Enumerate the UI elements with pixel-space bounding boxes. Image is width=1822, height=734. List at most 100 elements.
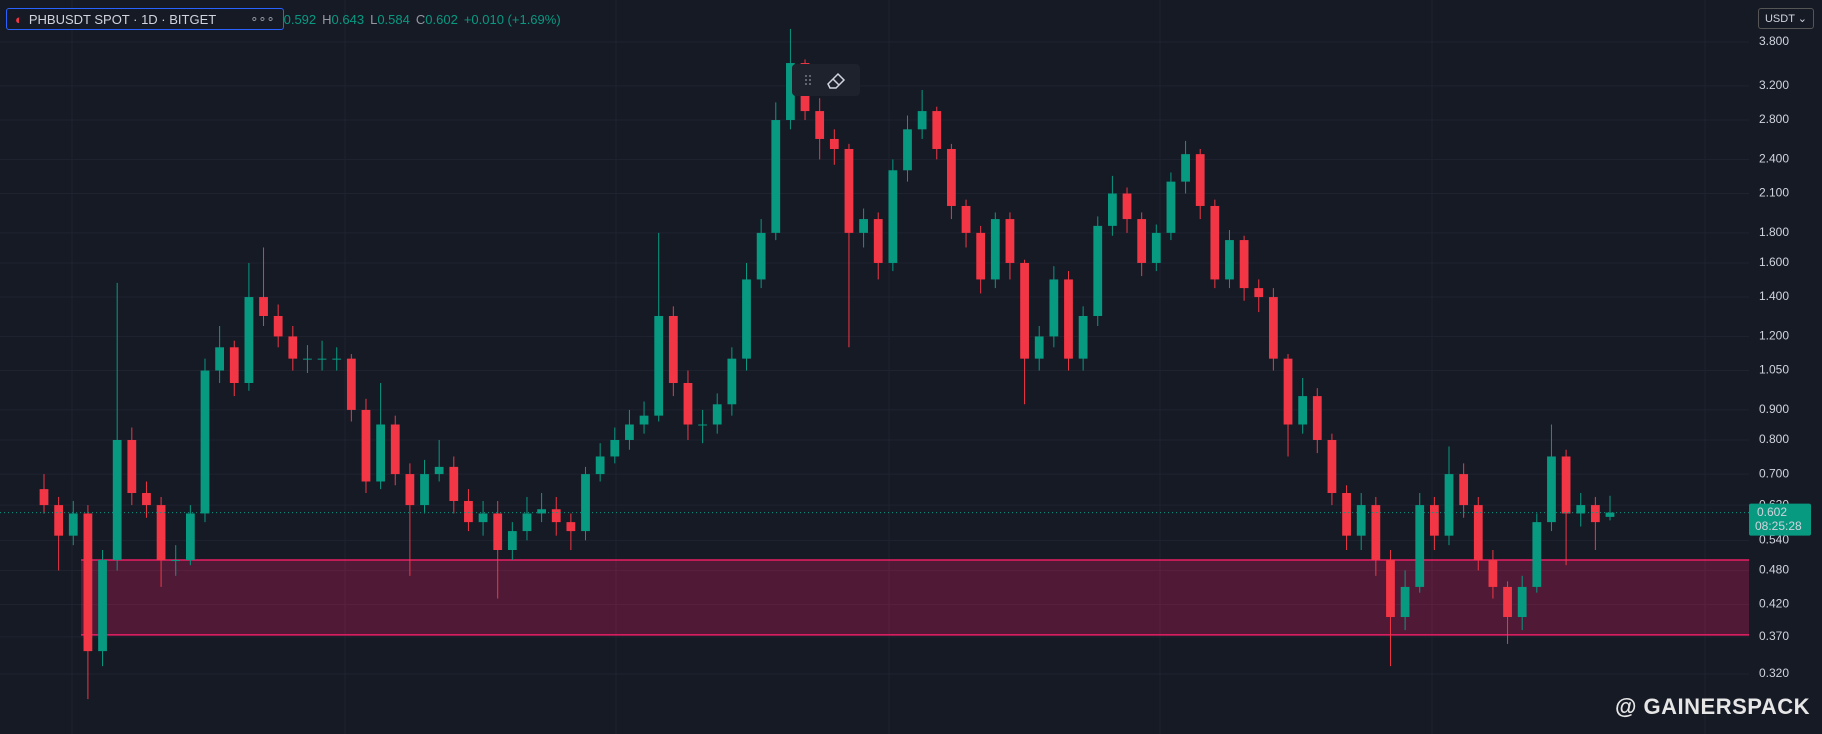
- y-tick-label: 1.400: [1759, 289, 1789, 303]
- y-tick-label: 2.400: [1759, 152, 1789, 166]
- candle-body: [786, 63, 795, 121]
- logo: ◐: [15, 11, 23, 27]
- ohlc-value: 0.584: [377, 11, 410, 27]
- ohlc-value: 0.643: [331, 11, 365, 27]
- ohlc-label: L: [370, 11, 378, 27]
- candle-body: [1034, 336, 1044, 359]
- candle-body: [1122, 193, 1132, 220]
- candle-body: [98, 560, 107, 652]
- candle-body: [1108, 193, 1117, 226]
- ohlc-label: H: [322, 11, 332, 27]
- candle-body: [1371, 505, 1381, 561]
- candle-body: [595, 456, 605, 475]
- symbol-box[interactable]: ◐ PHBUSDT SPOT · 1D · BITGET ∘∘∘: [6, 8, 284, 30]
- candle-body: [1503, 586, 1512, 618]
- candle-body: [54, 505, 64, 536]
- candle-body: [1517, 586, 1527, 618]
- candle-body: [346, 358, 356, 410]
- candle-body: [449, 466, 459, 501]
- candle-body: [990, 219, 1000, 280]
- candle-body: [1459, 474, 1469, 506]
- candle-body: [1473, 505, 1483, 561]
- candle-body: [390, 424, 400, 475]
- menu[interactable]: ∘∘∘: [250, 11, 275, 26]
- ohlc-label: C: [415, 11, 426, 27]
- y-tick-label: 2.100: [1759, 186, 1789, 200]
- candle-body: [303, 358, 312, 360]
- candle-body: [156, 505, 166, 561]
- candle-body: [1386, 560, 1395, 618]
- candle-body: [1532, 522, 1542, 587]
- candle-body: [976, 232, 986, 280]
- y-tick-label: 1.050: [1759, 363, 1789, 377]
- candle-body: [68, 513, 78, 536]
- candle-body: [200, 370, 210, 514]
- candle-body: [142, 493, 151, 506]
- eraser-icon[interactable]: [827, 72, 846, 89]
- candle-body: [537, 509, 546, 514]
- candle-body: [668, 315, 678, 383]
- candle-body: [273, 315, 283, 337]
- change: +0.010 (+1.69%): [463, 11, 561, 27]
- candle-body: [1283, 358, 1293, 425]
- zone: [81, 560, 1749, 635]
- candle-body: [1064, 279, 1073, 359]
- candle-body: [625, 424, 634, 440]
- y-tick-label: 0.540: [1759, 533, 1789, 547]
- y-tick-label: 0.320: [1759, 666, 1789, 680]
- candle-body: [947, 148, 956, 206]
- candle-body: [551, 509, 561, 523]
- candle-body: [1166, 181, 1176, 233]
- candle-body: [1488, 560, 1498, 587]
- countdown: 08:25:28: [1755, 519, 1802, 533]
- candle-body: [376, 424, 386, 482]
- candle-body: [815, 111, 825, 139]
- currency-select[interactable]: USDT ⌄: [1757, 8, 1814, 29]
- candle-body: [771, 120, 781, 233]
- candle-body: [859, 219, 868, 233]
- symbol: PHBUSDT SPOT · 1D · BITGET: [28, 11, 217, 27]
- candle-body: [361, 409, 371, 482]
- candle-body: [434, 466, 444, 475]
- watermark-text: @ GAINERSPACK: [1614, 694, 1810, 719]
- ohlc-value: 0.602: [425, 11, 458, 27]
- y-tick-label: 3.200: [1759, 78, 1789, 92]
- candle-body: [610, 439, 620, 457]
- candle-body: [259, 297, 268, 316]
- candle-body: [1605, 512, 1615, 517]
- candle-body: [185, 513, 195, 561]
- open-value: 0.592: [283, 11, 317, 27]
- candle-body: [39, 489, 49, 506]
- candle-body: [742, 279, 751, 359]
- candle-body: [844, 148, 854, 233]
- candle-body: [215, 347, 225, 371]
- candle-body: [683, 382, 693, 425]
- candle-body: [83, 513, 93, 652]
- toolbar-icons: [805, 72, 846, 89]
- watermark: @ GAINERSPACK: [1615, 694, 1810, 720]
- candle-body: [244, 297, 254, 383]
- last-price-label: 0.602: [1757, 505, 1787, 519]
- candle-body: [1444, 474, 1454, 536]
- candle-body: [464, 500, 473, 523]
- candle-body: [420, 474, 429, 506]
- candle-body: [1005, 219, 1015, 263]
- candle-body: [727, 358, 737, 405]
- candle-body: [288, 336, 298, 359]
- y-tick-label: 0.900: [1759, 402, 1789, 416]
- candle-body: [493, 513, 503, 551]
- candle-body: [1137, 219, 1147, 263]
- candle-body: [332, 358, 342, 360]
- candle-body: [1561, 456, 1571, 514]
- candle-body: [1151, 232, 1161, 263]
- candle-body: [405, 474, 415, 506]
- price-axis: [1749, 0, 1822, 734]
- candle-body: [1239, 240, 1249, 289]
- candle-body: [127, 439, 137, 494]
- candle-body: [1576, 505, 1586, 514]
- y-tick-label: 2.800: [1759, 112, 1789, 126]
- candle-body: [961, 205, 971, 233]
- candle-body: [654, 315, 664, 416]
- y-tick-label: 1.600: [1759, 255, 1789, 269]
